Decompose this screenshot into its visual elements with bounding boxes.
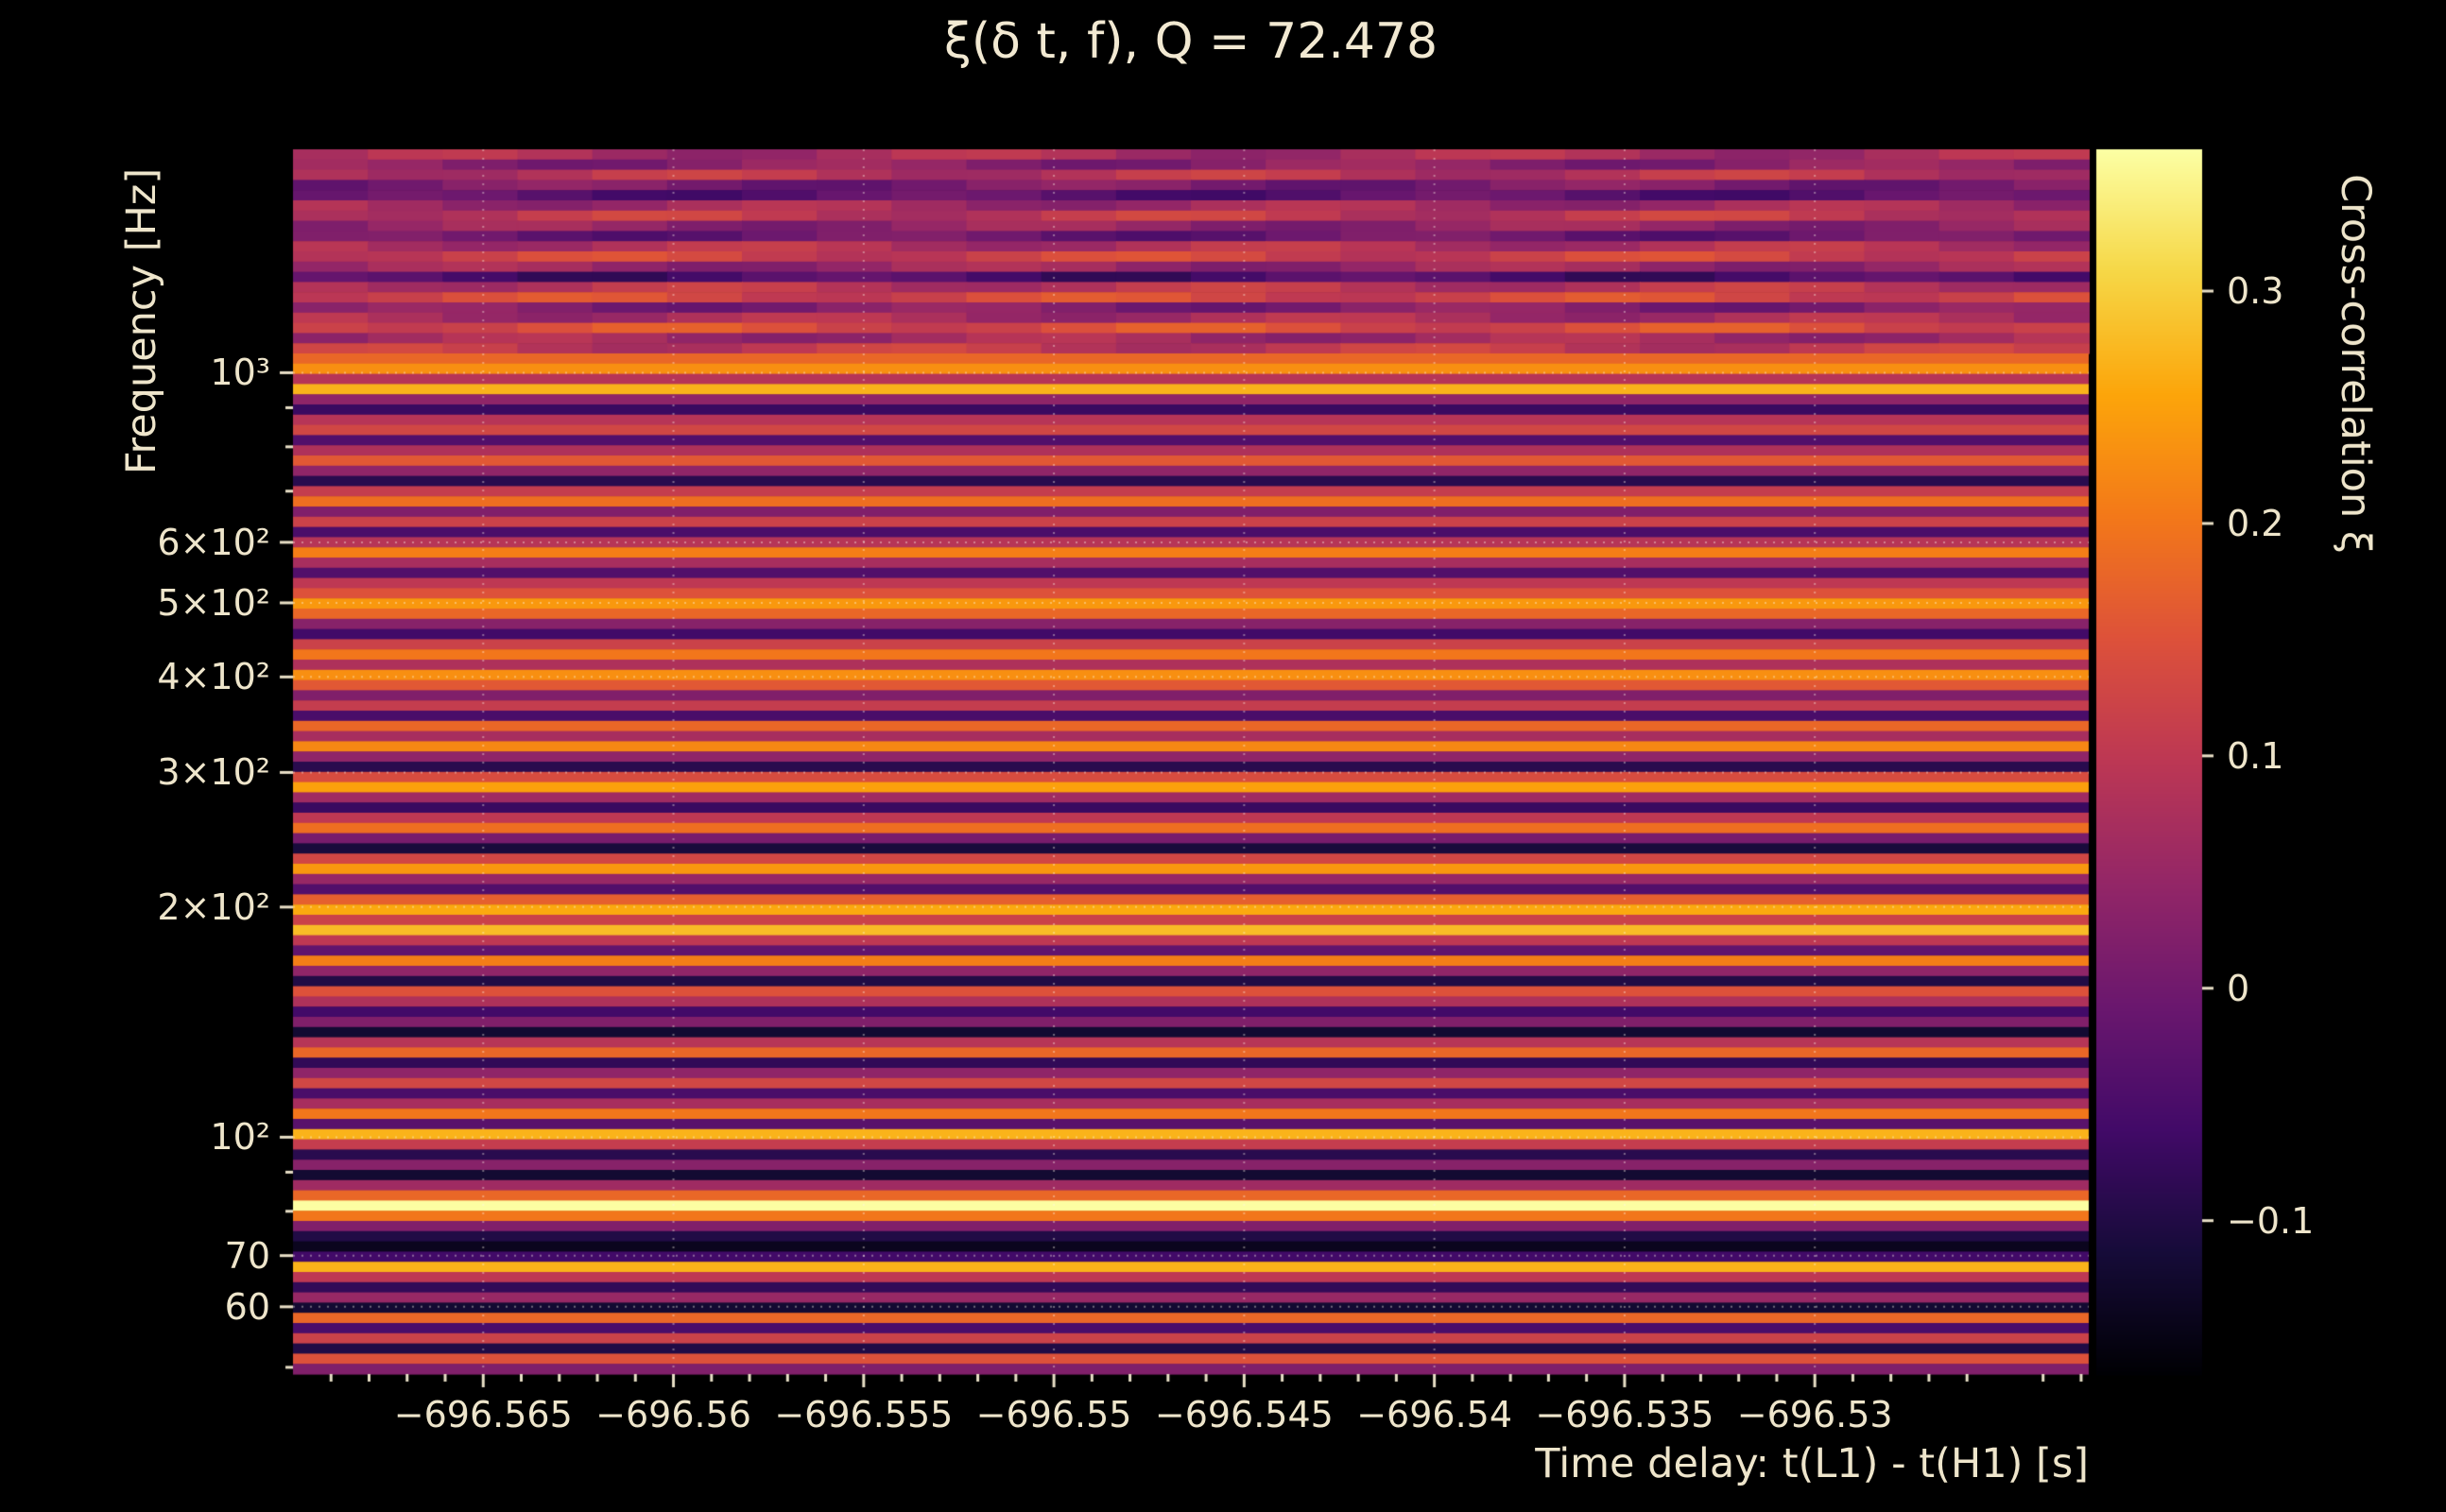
y-tick-label: 6×10² xyxy=(157,521,270,563)
x-tick-label: −696.535 xyxy=(1535,1394,1714,1435)
colorbar-tick-label: 0 xyxy=(2227,967,2250,1009)
colorbar-label: Cross-correlation ξ xyxy=(2332,174,2379,554)
x-tick-label: −696.55 xyxy=(975,1394,1132,1435)
colorbar-tick-label: 0.2 xyxy=(2227,502,2284,544)
y-tick-label: 60 xyxy=(224,1285,270,1328)
chart-title: ξ(δ t, f), Q = 72.478 xyxy=(943,13,1438,70)
y-tick-label: 3×10² xyxy=(157,751,270,794)
x-tick-label: −696.53 xyxy=(1736,1394,1893,1435)
colorbar-tick-label: 0.1 xyxy=(2227,734,2284,777)
x-tick-label: −696.565 xyxy=(393,1394,573,1435)
colorbar-tick-label: −0.1 xyxy=(2227,1199,2315,1242)
y-tick-label: 70 xyxy=(224,1234,270,1277)
y-axis-label: Frequency [Hz] xyxy=(118,167,165,475)
y-tick-label: 2×10² xyxy=(157,885,270,928)
y-tick-label: 5×10² xyxy=(157,581,270,624)
y-tick-label: 10³ xyxy=(210,352,270,394)
y-tick-label: 10² xyxy=(210,1116,270,1159)
x-tick-label: −696.545 xyxy=(1154,1394,1334,1435)
x-tick-label: −696.54 xyxy=(1356,1394,1513,1435)
colorbar-tick-label: 0.3 xyxy=(2227,270,2284,312)
x-tick-label: −696.56 xyxy=(595,1394,751,1435)
y-tick-label: 4×10² xyxy=(157,656,270,698)
x-tick-label: −696.555 xyxy=(774,1394,954,1435)
x-axis-label: Time delay: t(L1) - t(H1) [s] xyxy=(1535,1440,2089,1487)
